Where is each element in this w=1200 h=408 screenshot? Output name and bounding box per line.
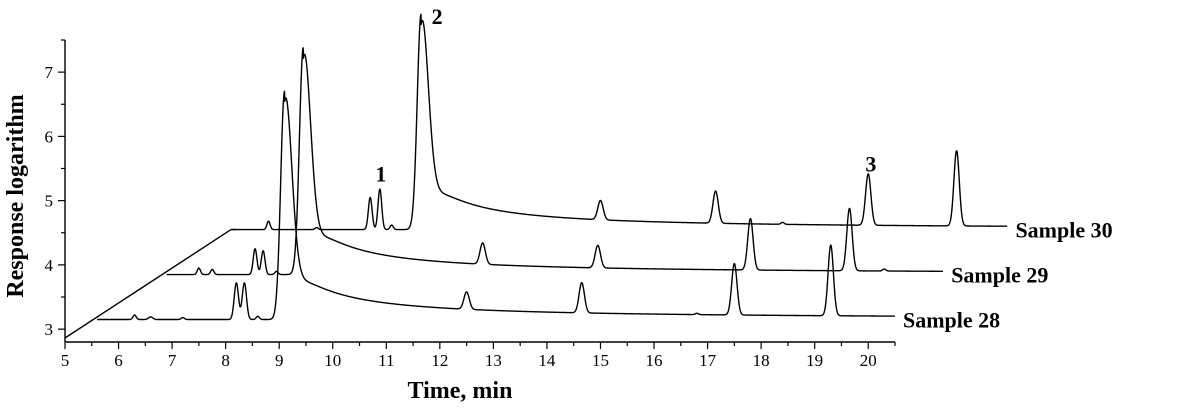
trace-sample-30 (230, 13, 1008, 231)
x-tick-label: 14 (538, 351, 556, 370)
x-tick-label: 12 (431, 351, 448, 370)
y-tick-label: 7 (45, 63, 54, 82)
trace-sample-29 (166, 47, 944, 276)
peak-annotation: 3 (865, 152, 876, 177)
x-tick-label: 10 (324, 351, 341, 370)
y-tick-label: 3 (45, 320, 54, 339)
x-tick-label: 15 (592, 351, 609, 370)
x-axis-title: Time, min (408, 378, 513, 404)
y-ticks: 3 4 5 6 7 (45, 39, 65, 339)
series-label: Sample 28 (903, 308, 1000, 333)
x-tick-label: 6 (114, 351, 123, 370)
y-axis-title: Response logarithm (3, 94, 29, 297)
y-tick-label: 4 (45, 256, 54, 275)
x-tick-label: 17 (699, 351, 717, 370)
series-label: Sample 30 (1015, 218, 1112, 243)
peak-annotations: 1 2 3 (375, 4, 876, 186)
x-tick-label: 8 (221, 351, 230, 370)
peak-annotation: 1 (375, 161, 386, 186)
y-tick-label: 5 (45, 192, 54, 211)
peak-annotation: 2 (432, 4, 443, 29)
x-tick-label: 7 (168, 351, 177, 370)
x-tick-label: 9 (275, 351, 284, 370)
x-tick-label: 13 (485, 351, 502, 370)
x-tick-label: 16 (646, 351, 663, 370)
x-ticks: 5 6 7 8 9 10 11 12 13 14 15 16 17 18 19 20 (61, 342, 896, 370)
x-tick-label: 11 (378, 351, 394, 370)
series-label: Sample 29 (951, 263, 1048, 288)
x-tick-label: 18 (753, 351, 770, 370)
x-tick-label: 20 (860, 351, 877, 370)
x-tick-label: 5 (61, 351, 70, 370)
axes (64, 40, 895, 343)
trace-sample-28 (96, 90, 896, 321)
y-tick-label: 6 (45, 127, 54, 146)
traces: Sample 28 Sample 29 Sample 30 (96, 13, 1113, 333)
depth-axis-line (64, 228, 232, 339)
x-tick-label: 19 (806, 351, 823, 370)
